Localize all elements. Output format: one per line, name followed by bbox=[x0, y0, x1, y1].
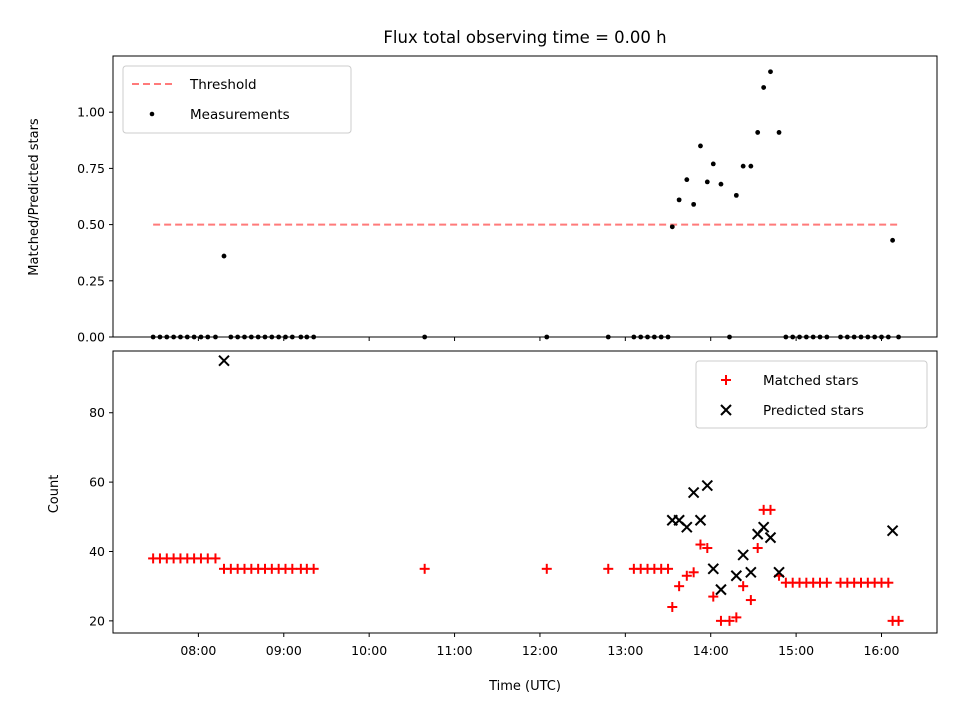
bottom-y-tick-label: 20 bbox=[89, 613, 105, 628]
legend-matched-swatch bbox=[721, 375, 731, 385]
matched-star-point bbox=[765, 504, 776, 515]
x-tick-label: 10:00 bbox=[351, 643, 387, 658]
top-y-tick-label: 0.75 bbox=[77, 161, 105, 176]
matched-star-point bbox=[663, 563, 674, 574]
legend-predicted-label: Predicted stars bbox=[763, 403, 864, 419]
chart-title: Flux total observing time = 0.00 h bbox=[383, 28, 666, 47]
matched-star-point bbox=[702, 543, 713, 554]
x-tick-label: 09:00 bbox=[266, 643, 302, 658]
predicted-star-point bbox=[715, 583, 727, 596]
top-y-axis-label: Matched/Predicted stars bbox=[27, 118, 42, 276]
matched-star-point bbox=[287, 563, 298, 574]
measurement-point bbox=[718, 181, 724, 187]
measurement-point bbox=[761, 85, 767, 90]
measurement-point bbox=[768, 69, 773, 75]
x-tick-label: 16:00 bbox=[863, 643, 899, 658]
measurement-point bbox=[710, 161, 716, 167]
bottom-plot: 20 40 60 80 08:00 09:00 10:00 11:00 12:00 13:00 14… bbox=[89, 350, 938, 658]
predicted-star-point bbox=[687, 486, 700, 499]
measurement-point bbox=[698, 143, 703, 149]
legend-threshold-label: Threshold bbox=[189, 77, 257, 93]
x-tick-label: 15:00 bbox=[778, 643, 814, 658]
legend-measurements-label: Measurements bbox=[190, 107, 290, 123]
bottom-y-axis-label: Count bbox=[47, 475, 62, 514]
predicted-star-point bbox=[773, 566, 785, 579]
matched-star-point bbox=[688, 567, 699, 578]
bottom-legend: Matched stars Predicted stars bbox=[695, 360, 928, 429]
measurement-point bbox=[890, 237, 895, 243]
matched-star-point bbox=[893, 615, 904, 626]
top-legend-box bbox=[122, 65, 352, 134]
matched-star-point bbox=[695, 539, 706, 550]
bottom-plot-frame bbox=[112, 350, 938, 634]
matched-star-point bbox=[674, 581, 685, 592]
measurement-point bbox=[684, 177, 690, 183]
measurement-point bbox=[691, 201, 697, 207]
matched-star-point bbox=[708, 591, 719, 602]
measurement-point bbox=[221, 253, 227, 259]
x-tick-label: 11:00 bbox=[437, 643, 473, 658]
matched-star-point bbox=[541, 563, 552, 574]
predicted-star-point bbox=[737, 549, 749, 561]
measurement-point bbox=[733, 192, 739, 198]
matched-star-point bbox=[603, 563, 614, 574]
matched-star-point bbox=[419, 563, 430, 574]
top-plot: 0.00 0.25 0.50 0.75 1.00 bbox=[77, 55, 938, 345]
matched-star-point bbox=[821, 577, 832, 588]
predicted-star-point bbox=[218, 355, 230, 367]
measurement-point bbox=[669, 224, 675, 230]
predicted-star-point bbox=[707, 563, 719, 575]
top-y-tick-label: 1.00 bbox=[77, 105, 105, 120]
matched-star-point bbox=[308, 563, 319, 574]
predicted-star-point bbox=[681, 521, 693, 533]
predicted-star-point bbox=[764, 531, 777, 544]
predicted-star-point bbox=[701, 479, 714, 492]
x-axis-label: Time (UTC) bbox=[488, 679, 561, 694]
legend-measurements-swatch bbox=[149, 111, 155, 117]
x-tick-label: 13:00 bbox=[607, 643, 643, 658]
legend-matched-label: Matched stars bbox=[763, 373, 859, 389]
x-tick-label: 08:00 bbox=[180, 643, 216, 658]
measurement-point bbox=[776, 130, 782, 135]
predicted-star-point bbox=[886, 524, 899, 537]
matched-star-point bbox=[724, 615, 735, 626]
predicted-star-point bbox=[694, 514, 707, 526]
matched-star-point bbox=[681, 570, 692, 581]
predicted-star-point bbox=[745, 566, 757, 579]
predicted-star-point bbox=[730, 570, 743, 582]
matched-star-point bbox=[715, 615, 726, 626]
measurement-point bbox=[740, 163, 746, 169]
matched-star-point bbox=[752, 543, 763, 554]
top-y-tick-label: 0.00 bbox=[77, 330, 105, 345]
predicted-star-point bbox=[757, 521, 770, 533]
measurement-point bbox=[704, 179, 710, 185]
legend-predicted-swatch bbox=[720, 404, 732, 416]
matched-star-point bbox=[745, 595, 756, 606]
measurement-point bbox=[748, 163, 754, 169]
bottom-y-tick-label: 60 bbox=[89, 475, 105, 490]
matched-star-point bbox=[883, 577, 894, 588]
top-y-tick-label: 0.25 bbox=[77, 273, 105, 288]
bottom-y-tick-label: 40 bbox=[89, 544, 105, 559]
bottom-y-tick-label: 80 bbox=[89, 405, 105, 420]
matched-star-point bbox=[210, 553, 221, 564]
x-tick-label: 14:00 bbox=[693, 643, 729, 658]
measurement-point bbox=[676, 197, 682, 203]
measurement-point bbox=[755, 130, 761, 135]
matched-star-point bbox=[738, 581, 749, 592]
bottom-legend-box bbox=[695, 360, 928, 429]
top-legend: Threshold Measurements bbox=[122, 65, 352, 134]
top-plot-frame bbox=[112, 55, 938, 338]
top-y-tick-label: 0.50 bbox=[77, 217, 105, 232]
matched-star-point bbox=[667, 601, 678, 612]
x-tick-label: 12:00 bbox=[522, 643, 558, 658]
matched-star-point bbox=[731, 612, 742, 623]
